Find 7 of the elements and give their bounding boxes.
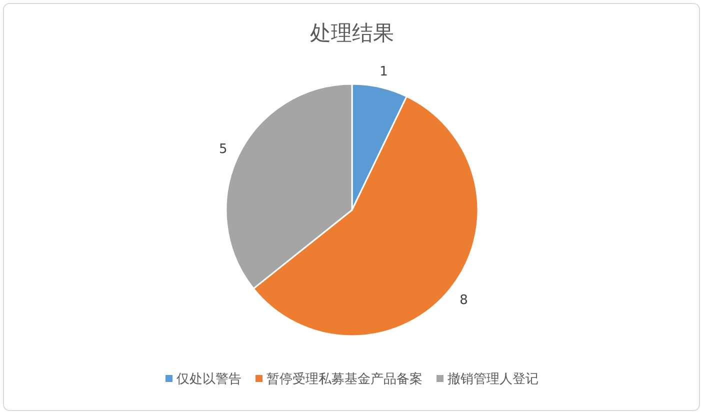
data-label: 8	[460, 293, 468, 308]
legend-label: 暂停受理私募基金产品备案	[266, 371, 422, 387]
legend-label: 仅处以警告	[176, 372, 242, 387]
chart-title: 处理结果	[310, 21, 394, 45]
data-label: 5	[219, 142, 228, 157]
data-label: 1	[380, 64, 388, 80]
legend-label: 撤销管理人登记	[448, 372, 538, 387]
